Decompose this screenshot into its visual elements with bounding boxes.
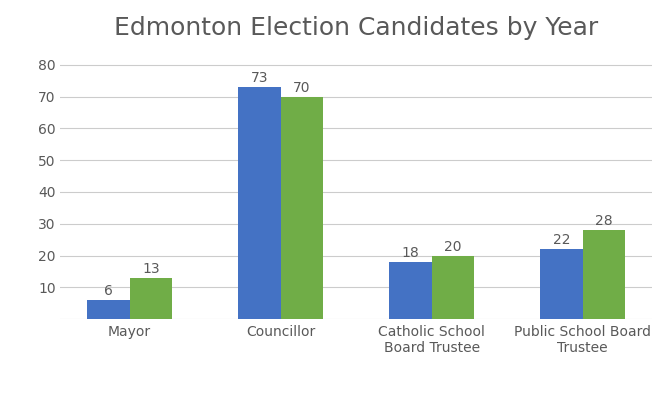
Bar — [281, 97, 323, 319]
Text: 6: 6 — [104, 284, 113, 298]
Bar — [87, 300, 130, 319]
Text: 73: 73 — [251, 71, 268, 85]
Bar — [583, 230, 625, 319]
Bar — [389, 262, 431, 319]
Text: 13: 13 — [142, 262, 159, 276]
Bar — [431, 256, 474, 319]
Text: 22: 22 — [553, 233, 571, 247]
Text: 20: 20 — [444, 240, 462, 254]
Bar — [540, 249, 583, 319]
Text: 28: 28 — [595, 214, 613, 228]
Bar — [239, 87, 281, 319]
Bar — [130, 278, 172, 319]
Title: Edmonton Election Candidates by Year: Edmonton Election Candidates by Year — [114, 16, 598, 40]
Text: 70: 70 — [293, 81, 310, 95]
Text: 18: 18 — [402, 246, 419, 260]
